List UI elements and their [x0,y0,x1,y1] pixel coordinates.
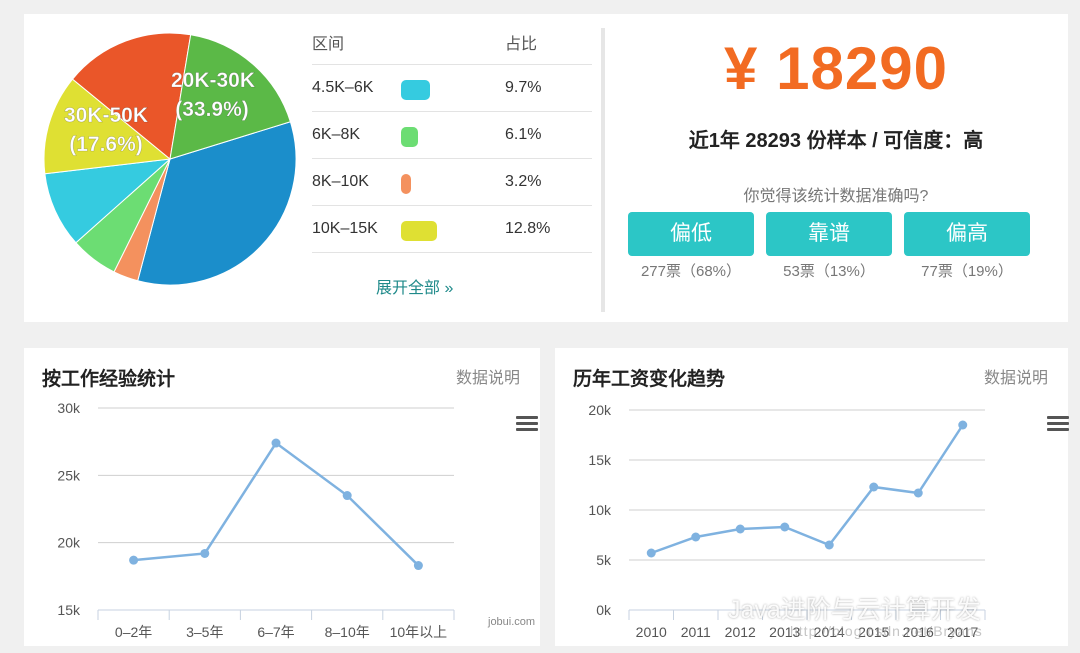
data-point[interactable] [691,532,701,542]
range-pct: 6.1% [505,126,542,143]
pie-data-label: (33.9%) [175,98,249,121]
trend-chart-panel: 历年工资变化趋势 数据说明 0k 5k 10k 15k 20k 2010 2011 2012 2… [555,348,1069,646]
x-tick-label: 10年以上 [390,624,448,640]
pie-slice[interactable] [169,34,291,160]
y-tick-label: 15k [57,602,81,618]
data-point[interactable] [129,555,139,565]
color-swatch [401,80,430,100]
y-tick-label: 20k [57,535,81,551]
vote-low-button[interactable]: 偏低 [628,212,754,256]
data-point[interactable] [824,540,834,550]
range-pct: 3.2% [505,173,542,190]
yearly-trend-line-chart: 0k 5k 10k 15k 20k 2010 2011 2012 2013 2014 2015 201… [588,402,986,640]
pie-data-label: 30K-50K [64,104,148,127]
pie-slice[interactable] [44,158,172,244]
menu-icon[interactable] [1047,416,1069,432]
data-point[interactable] [413,561,423,571]
data-point[interactable] [780,522,790,532]
x-tick-label: 2016 [903,624,934,640]
salary-range-pie-chart: 20K-30K (33.9%) 30K-50K (17.6%) [43,32,297,286]
x-tick-label: 2013 [769,624,800,640]
range-pct: 9.7% [505,79,542,96]
average-salary: ¥ 18290 [724,35,948,102]
range-pct: 12.8% [505,220,551,237]
watermark-url: http://blog.csdn.net/Bryans [790,623,983,639]
x-tick-label: 2011 [681,624,711,640]
x-tick-label: 8–10年 [325,624,370,640]
table-row: 6K–8K 6.1% [312,112,592,159]
range-label: 10K–15K [312,220,378,237]
range-table: 区间 占比 4.5K–6K 9.7% 6K–8K 6.1% 8K–10K 3.2… [312,14,592,253]
panel-title: 按工作经验统计 [42,369,176,390]
data-point[interactable] [869,482,879,492]
data-point[interactable] [735,524,745,534]
vote-low-count: 277票（68%） [640,263,742,280]
table-row: 10K–15K 12.8% [312,206,592,253]
x-tick-label: 0–2年 [115,624,152,640]
x-tick-label: 2014 [814,624,845,640]
pie-data-label: (17.6%) [69,133,143,156]
range-label: 8K–10K [312,173,369,190]
y-tick-label: 0k [596,602,612,618]
pie-data-label: 20K-30K [171,69,255,92]
panel-title: 历年工资变化趋势 [573,369,726,390]
data-point[interactable] [646,548,656,558]
vote-high-button[interactable]: 偏高 [904,212,1030,256]
vote-accurate-count: 53票（13%） [783,263,875,280]
color-swatch [401,221,437,241]
x-tick-label: 6–7年 [257,624,294,640]
x-tick-label: 2010 [636,624,667,640]
data-point[interactable] [200,548,210,558]
sample-info: 近1年 28293 份样本 / 可信度：高 [688,130,984,152]
series-line [650,424,964,555]
menu-icon[interactable] [516,416,538,432]
experience-chart-panel: 按工作经验统计 数据说明 15k 20k 25k 30k 0–2年 3–5年 6–7年 8–1… [24,348,540,646]
range-label: 4.5K–6K [312,79,374,96]
site-credit: jobui.com [488,616,536,628]
divider [601,28,605,312]
x-tick-label: 2017 [947,624,978,640]
watermark: Java进阶与云计算开发 [728,596,981,624]
table-row: 4.5K–6K 9.7% [312,65,592,112]
experience-line-chart: 15k 20k 25k 30k 0–2年 3–5年 6–7年 8–10年 10年以上 [57,400,455,640]
data-point[interactable] [958,420,968,430]
y-tick-label: 5k [596,552,612,568]
y-tick-label: 30k [57,400,81,416]
color-swatch [401,174,411,194]
x-tick-label: 2012 [725,624,756,640]
accuracy-question: 你觉得该统计数据准确吗? [743,188,929,205]
y-tick-label: 10k [588,502,612,518]
data-note-link[interactable]: 数据说明 [983,370,1048,387]
y-tick-label: 25k [57,467,81,483]
pie-slice[interactable] [43,78,172,175]
data-point[interactable] [913,488,923,498]
range-label: 6K–8K [312,126,361,143]
y-tick-label: 20k [588,402,612,418]
header-pct: 占比 [505,36,538,53]
expand-all-link[interactable]: 展开全部 » [376,280,454,297]
range-table-header: 区间 占比 [312,14,592,65]
vote-accurate-button[interactable]: 靠谱 [766,212,892,256]
salary-summary-panel: 20K-30K (33.9%) 30K-50K (17.6%) 区间 占比 4.5K–… [24,14,1068,322]
pie-slice[interactable] [71,32,192,160]
x-tick-label: 3–5年 [186,624,223,640]
x-tick-label: 2015 [858,624,889,640]
y-tick-label: 15k [588,452,612,468]
header-range: 区间 [312,36,345,53]
data-note-link[interactable]: 数据说明 [455,370,520,387]
data-point[interactable] [342,491,352,501]
color-swatch [401,127,418,147]
vote-high-count: 77票（19%） [921,263,1013,280]
series-line [133,441,420,567]
table-row: 8K–10K 3.2% [312,159,592,206]
pie-slice[interactable] [137,121,297,286]
data-point[interactable] [271,438,281,448]
